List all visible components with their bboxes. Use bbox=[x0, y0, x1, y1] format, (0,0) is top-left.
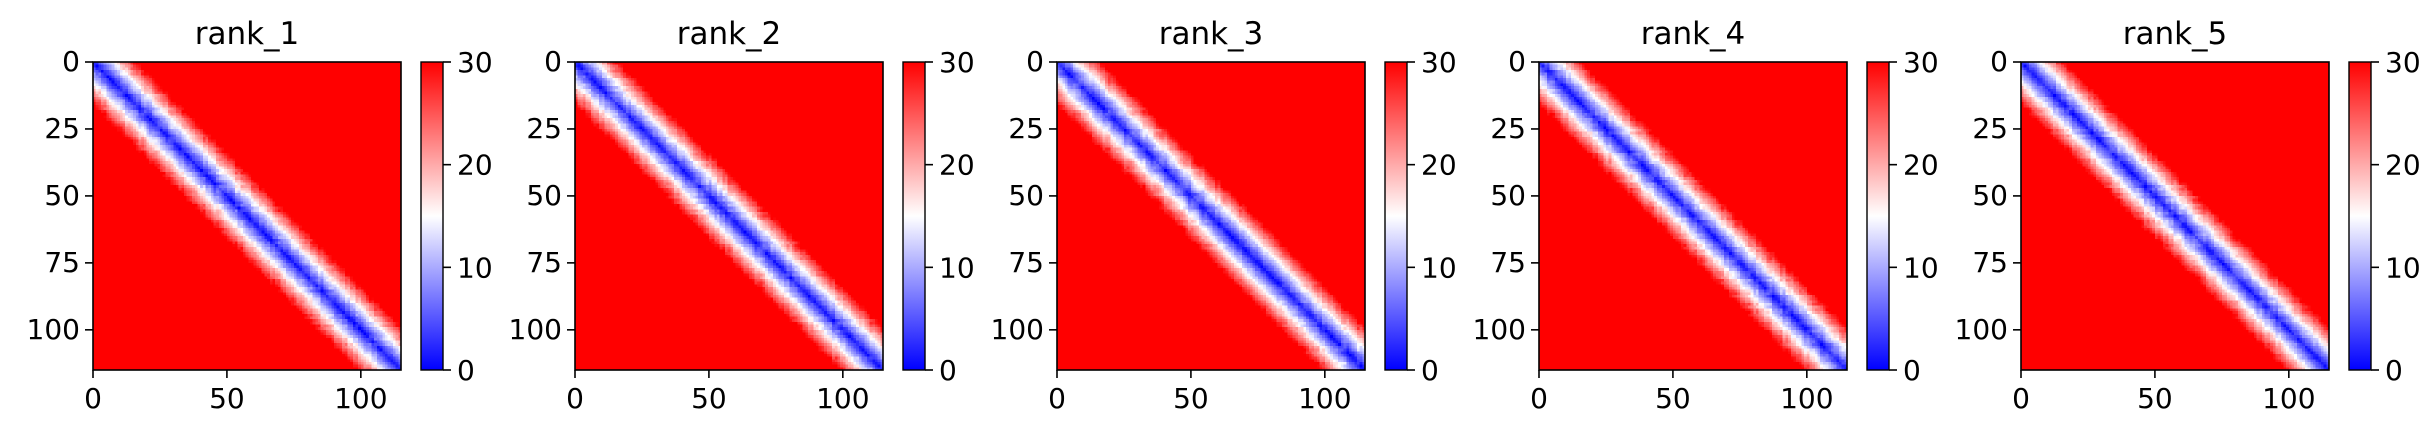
colorbar-tick-label: 20 bbox=[1903, 149, 1939, 182]
heatmap-panel-4: rank_4 0 25 50 75 100 0 50 100 0 10 20 30 bbox=[1473, 16, 1939, 415]
x-tick-label: 50 bbox=[691, 382, 727, 415]
colorbar-tick-label: 30 bbox=[1421, 46, 1457, 79]
y-tick-label: 50 bbox=[44, 179, 80, 212]
y-tick-label: 75 bbox=[1490, 246, 1526, 279]
colorbar-tick-label: 20 bbox=[457, 149, 493, 182]
y-tick-label: 75 bbox=[526, 246, 562, 279]
heatmap-panel-1: rank_1 0 25 50 75 100 0 50 100 0 10 20 30 bbox=[27, 16, 493, 415]
panel-title: rank_2 bbox=[677, 16, 782, 52]
heatmap-image bbox=[93, 62, 401, 370]
colorbar-tick-label: 30 bbox=[2385, 46, 2421, 79]
x-tick-label: 100 bbox=[1780, 382, 1833, 415]
colorbar-tick-label: 10 bbox=[2385, 251, 2421, 284]
y-tick-label: 0 bbox=[544, 45, 562, 78]
colorbar-tick-label: 10 bbox=[457, 251, 493, 284]
y-tick-label: 25 bbox=[1490, 112, 1526, 145]
x-tick-label: 100 bbox=[1298, 382, 1351, 415]
y-tick-label: 100 bbox=[1473, 313, 1526, 346]
x-tick-label: 50 bbox=[2137, 382, 2173, 415]
heatmap-panel-2: rank_2 0 25 50 75 100 0 50 100 0 10 20 30 bbox=[509, 16, 975, 415]
x-tick-label: 100 bbox=[816, 382, 869, 415]
x-tick-label: 0 bbox=[84, 382, 102, 415]
x-tick-label: 100 bbox=[2262, 382, 2315, 415]
x-tick-label: 50 bbox=[1655, 382, 1691, 415]
y-tick-label: 50 bbox=[1490, 179, 1526, 212]
y-tick-label: 75 bbox=[1008, 246, 1044, 279]
colorbar bbox=[1866, 61, 1890, 371]
y-tick-label: 25 bbox=[526, 112, 562, 145]
x-tick-label: 100 bbox=[334, 382, 387, 415]
heatmap-panel-5: rank_5 0 25 50 75 100 0 50 100 0 10 20 30 bbox=[1955, 16, 2421, 415]
y-tick-label: 100 bbox=[27, 313, 80, 346]
y-tick-label: 50 bbox=[526, 179, 562, 212]
heatmap-image bbox=[575, 62, 883, 370]
plot-frame bbox=[1538, 61, 1848, 371]
x-tick-label: 50 bbox=[209, 382, 245, 415]
colorbar-tick-label: 30 bbox=[1903, 46, 1939, 79]
heatmap-image bbox=[1539, 62, 1847, 370]
panel-title: rank_5 bbox=[2123, 16, 2228, 52]
y-tick-label: 0 bbox=[62, 45, 80, 78]
y-tick-label: 50 bbox=[1972, 179, 2008, 212]
colorbar-tick-label: 20 bbox=[1421, 149, 1457, 182]
colorbar-tick-label: 10 bbox=[1903, 251, 1939, 284]
heatmap-image bbox=[1057, 62, 1365, 370]
colorbar-tick-label: 30 bbox=[457, 46, 493, 79]
plot-frame bbox=[574, 61, 884, 371]
colorbar bbox=[2348, 61, 2372, 371]
colorbar-tick-label: 0 bbox=[939, 354, 957, 387]
colorbar bbox=[902, 61, 926, 371]
y-tick-label: 100 bbox=[1955, 313, 2008, 346]
colorbar-tick-label: 0 bbox=[457, 354, 475, 387]
y-tick-label: 0 bbox=[1990, 45, 2008, 78]
heatmap-panel-3: rank_3 0 25 50 75 100 0 50 100 0 10 20 30 bbox=[991, 16, 1457, 415]
y-tick-label: 50 bbox=[1008, 179, 1044, 212]
plot-frame bbox=[1056, 61, 1366, 371]
colorbar-tick-label: 0 bbox=[2385, 354, 2403, 387]
panel-title: rank_3 bbox=[1159, 16, 1264, 52]
colorbar-tick-label: 0 bbox=[1421, 354, 1439, 387]
plot-frame bbox=[2020, 61, 2330, 371]
y-tick-label: 100 bbox=[509, 313, 562, 346]
colorbar bbox=[1384, 61, 1408, 371]
y-tick-label: 25 bbox=[44, 112, 80, 145]
x-tick-label: 0 bbox=[1530, 382, 1548, 415]
x-tick-label: 0 bbox=[2012, 382, 2030, 415]
colorbar-tick-label: 20 bbox=[939, 149, 975, 182]
y-tick-label: 0 bbox=[1026, 45, 1044, 78]
y-tick-label: 25 bbox=[1008, 112, 1044, 145]
y-tick-label: 100 bbox=[991, 313, 1044, 346]
panel-title: rank_4 bbox=[1641, 16, 1746, 52]
y-tick-label: 0 bbox=[1508, 45, 1526, 78]
colorbar-tick-label: 0 bbox=[1903, 354, 1921, 387]
colorbar-tick-label: 30 bbox=[939, 46, 975, 79]
colorbar-tick-label: 10 bbox=[1421, 251, 1457, 284]
colorbar-tick-label: 10 bbox=[939, 251, 975, 284]
heatmap-image bbox=[2021, 62, 2329, 370]
colorbar bbox=[420, 61, 444, 371]
y-tick-label: 75 bbox=[1972, 246, 2008, 279]
y-tick-label: 75 bbox=[44, 246, 80, 279]
x-tick-label: 0 bbox=[1048, 382, 1066, 415]
x-tick-label: 50 bbox=[1173, 382, 1209, 415]
colorbar-tick-label: 20 bbox=[2385, 149, 2421, 182]
x-tick-label: 0 bbox=[566, 382, 584, 415]
panel-title: rank_1 bbox=[195, 16, 300, 52]
plot-frame bbox=[92, 61, 402, 371]
y-tick-label: 25 bbox=[1972, 112, 2008, 145]
